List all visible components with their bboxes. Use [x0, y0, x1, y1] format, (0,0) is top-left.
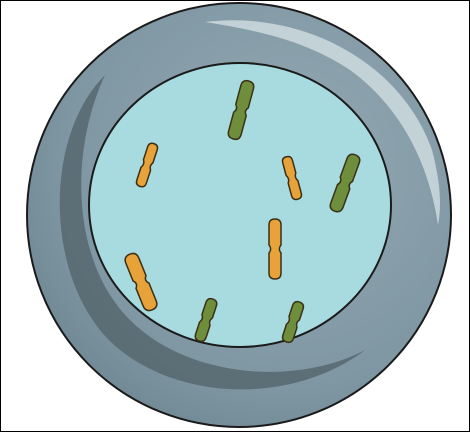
chromosome-green [329, 153, 361, 213]
chromosome-green [281, 300, 305, 344]
chromosome-orange [268, 218, 282, 280]
chromosome-group [124, 79, 361, 344]
chromosome-body [227, 79, 255, 141]
chromosome-body [135, 142, 159, 188]
chromosome-body [194, 297, 218, 343]
chromosome-body [329, 153, 361, 213]
chromosome-body [268, 218, 282, 280]
chromosome-orange [281, 155, 303, 201]
dish-interior [88, 62, 392, 348]
chromosome-body [281, 300, 305, 344]
chromosome-body [281, 155, 303, 201]
chromosome-body [124, 252, 158, 312]
chromosome-orange [135, 142, 159, 188]
chromosome-green [194, 297, 218, 343]
chromosome-orange [124, 252, 158, 312]
chromosome-green [227, 79, 255, 141]
dish-rim-shadow [59, 75, 365, 390]
